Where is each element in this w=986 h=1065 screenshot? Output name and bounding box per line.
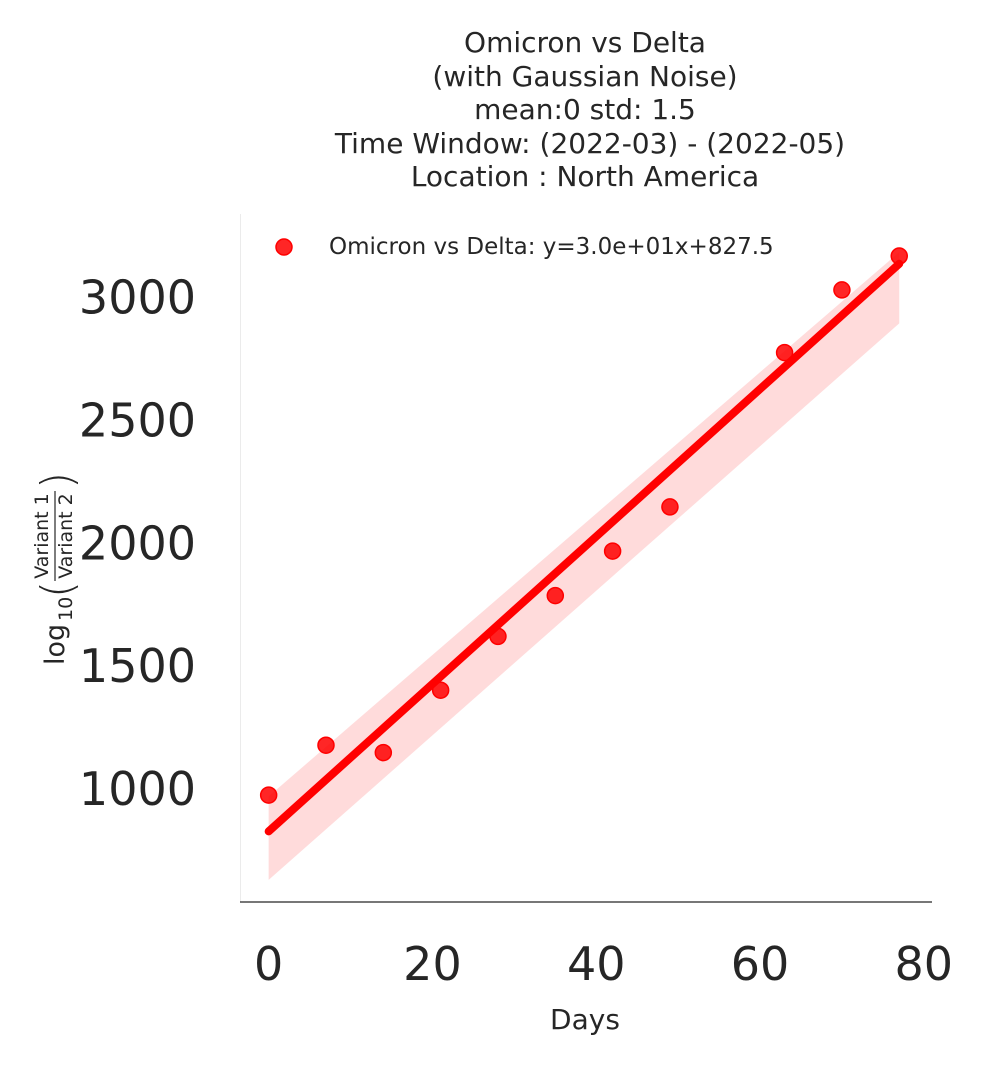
y-tick-labels: 1000 1500 2000 2500 3000 (79, 271, 196, 816)
x-tick-label: 0 (254, 937, 283, 991)
regression-line (264, 259, 904, 836)
y-axis-label: log 10 ( Variant 1 Variant 2 ) (31, 472, 83, 665)
y-axis-label-denominator: Variant 2 (55, 493, 77, 579)
legend: Omicron vs Delta: y=3.0e+01x+827.5 (275, 234, 774, 260)
title-line-1: Omicron vs Delta (464, 26, 706, 59)
scatter-point (833, 281, 851, 299)
scatter-point (259, 786, 278, 804)
scatter-points-layer (259, 247, 908, 804)
title-line-4: Time Window: (2022-03) - (2022-05) (334, 127, 845, 160)
chart-title: Omicron vs Delta (with Gaussian Noise) m… (334, 26, 845, 193)
title-line-3: mean:0 std: 1.5 (474, 93, 696, 126)
y-axis-label-subscript: 10 (55, 597, 77, 621)
y-axis-label-numerator: Variant 1 (31, 493, 53, 579)
scatter-point (317, 736, 335, 754)
x-tick-label: 80 (895, 937, 954, 991)
y-tick-label: 1500 (79, 639, 196, 693)
y-tick-label: 2000 (79, 516, 196, 570)
y-tick-label: 2500 (79, 393, 196, 447)
x-tick-label: 60 (731, 937, 790, 991)
x-tick-label: 40 (567, 937, 626, 991)
scatter-point (546, 586, 565, 605)
y-axis-label-paren-open: ( (32, 581, 83, 598)
y-tick-label: 1000 (79, 762, 196, 816)
y-axis-label-log: log (40, 624, 71, 665)
y-tick-label: 3000 (79, 271, 196, 325)
title-line-5: Location : North America (411, 160, 759, 193)
title-line-2: (with Gaussian Noise) (432, 60, 737, 93)
legend-label: Omicron vs Delta: y=3.0e+01x+827.5 (329, 234, 774, 260)
legend-marker (275, 238, 293, 256)
scatter-point (603, 542, 622, 560)
scatter-point (775, 343, 794, 362)
scatter-point (661, 498, 679, 516)
x-axis-label: Days (550, 1003, 620, 1036)
scatter-point (890, 247, 908, 265)
scatter-point (431, 681, 450, 699)
scatter-point (374, 743, 393, 762)
scatter-point (489, 627, 507, 646)
y-axis-label-paren-close: ) (32, 472, 83, 489)
x-tick-labels: 0 20 40 60 80 (254, 937, 953, 991)
fit-line-layer (264, 259, 904, 836)
x-tick-label: 20 (403, 937, 462, 991)
